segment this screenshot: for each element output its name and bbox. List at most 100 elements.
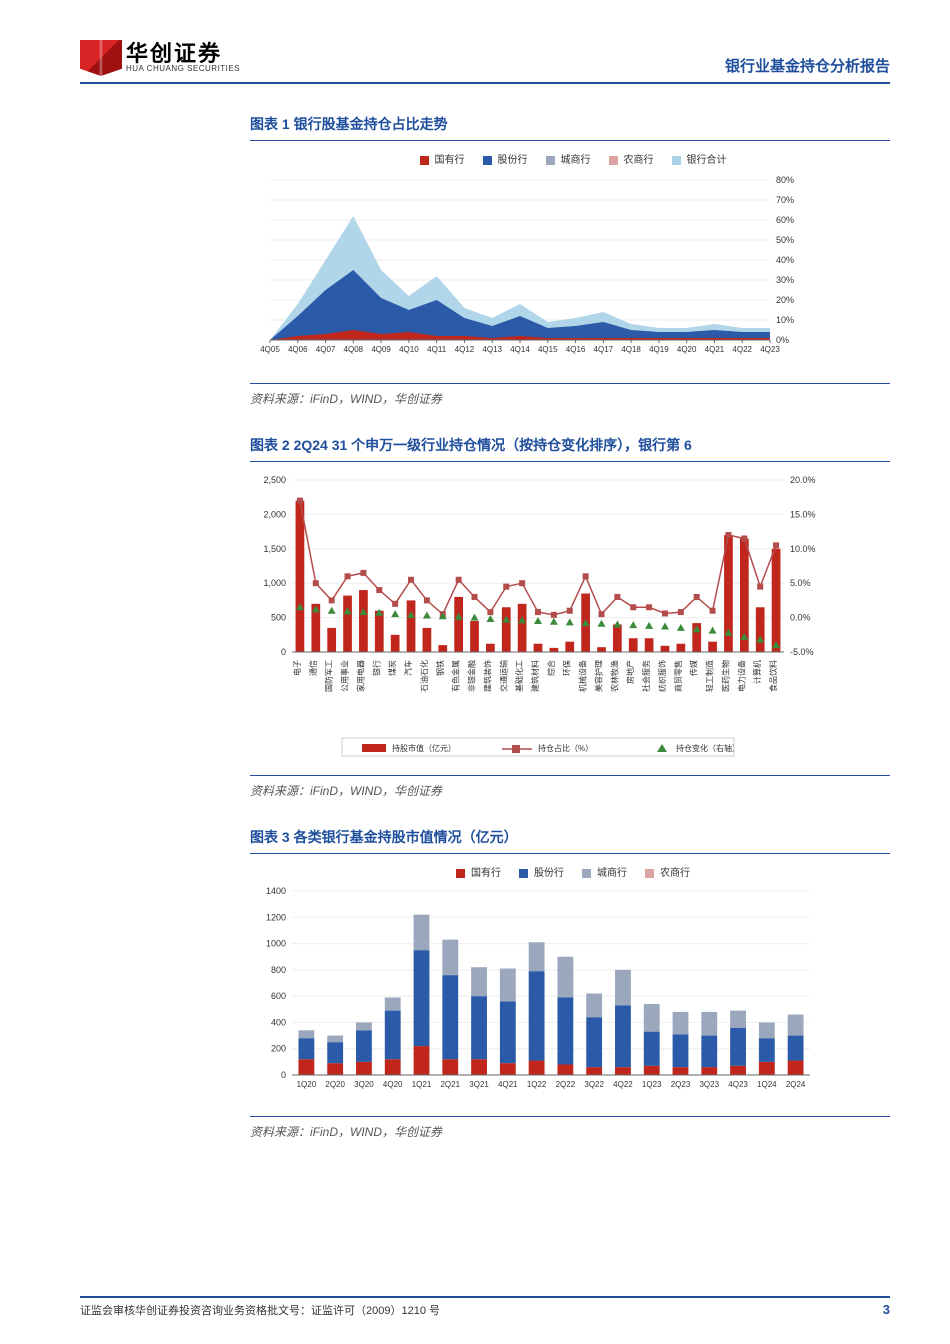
svg-text:石油石化: 石油石化 xyxy=(419,660,429,692)
svg-text:500: 500 xyxy=(271,613,286,623)
svg-text:4Q10: 4Q10 xyxy=(399,345,419,354)
svg-text:2Q22: 2Q22 xyxy=(556,1080,576,1089)
figure-3-chart: 02004006008001000120014001Q202Q203Q204Q2… xyxy=(250,883,820,1103)
svg-text:10.0%: 10.0% xyxy=(790,544,816,554)
svg-text:煤炭: 煤炭 xyxy=(387,660,397,676)
svg-text:通信: 通信 xyxy=(308,660,318,676)
svg-text:80%: 80% xyxy=(776,175,794,185)
svg-text:4Q23: 4Q23 xyxy=(728,1080,748,1089)
svg-text:持仓变化（右轴）: 持仓变化（右轴） xyxy=(676,743,740,753)
svg-text:4Q22: 4Q22 xyxy=(732,345,752,354)
svg-text:4Q16: 4Q16 xyxy=(566,345,586,354)
svg-text:2,000: 2,000 xyxy=(263,509,286,519)
svg-text:400: 400 xyxy=(271,1017,286,1027)
svg-text:30%: 30% xyxy=(776,275,794,285)
svg-text:20.0%: 20.0% xyxy=(790,475,816,485)
svg-text:40%: 40% xyxy=(776,255,794,265)
footer-approval: 证监会审核华创证券投资咨询业务资格批文号：证监许可（2009）1210 号 xyxy=(80,1302,440,1318)
svg-text:4Q15: 4Q15 xyxy=(538,345,558,354)
figure-2: 图表 2 2Q24 31 个申万一级行业持仓情况（按持仓变化排序），银行第 6 … xyxy=(250,435,890,799)
svg-text:食品饮料: 食品饮料 xyxy=(768,660,778,692)
svg-text:4Q21: 4Q21 xyxy=(705,345,725,354)
svg-text:3Q22: 3Q22 xyxy=(584,1080,604,1089)
svg-text:-5.0%: -5.0% xyxy=(790,647,814,657)
logo-mark-icon xyxy=(80,40,122,76)
figure-1-title: 图表 1 银行股基金持仓占比走势 xyxy=(250,114,890,141)
svg-text:800: 800 xyxy=(271,965,286,975)
svg-text:2,500: 2,500 xyxy=(263,475,286,485)
figure-3-title: 图表 3 各类银行基金持股市值情况（亿元） xyxy=(250,827,890,854)
svg-text:银行: 银行 xyxy=(371,660,381,676)
svg-text:计算机: 计算机 xyxy=(752,660,762,684)
svg-text:4Q06: 4Q06 xyxy=(288,345,308,354)
svg-text:家用电器: 家用电器 xyxy=(355,660,365,692)
page-header: 华创证券 HUA CHUANG SECURITIES 银行业基金持仓分析报告 xyxy=(80,40,890,84)
svg-text:4Q17: 4Q17 xyxy=(594,345,614,354)
svg-text:2Q23: 2Q23 xyxy=(671,1080,691,1089)
svg-text:20%: 20% xyxy=(776,295,794,305)
svg-text:基础化工: 基础化工 xyxy=(514,660,524,692)
svg-text:1Q21: 1Q21 xyxy=(412,1080,432,1089)
svg-text:0: 0 xyxy=(281,647,286,657)
svg-text:1,500: 1,500 xyxy=(263,544,286,554)
svg-text:钢铁: 钢铁 xyxy=(435,660,445,676)
svg-text:1000: 1000 xyxy=(266,939,286,949)
svg-text:传媒: 传媒 xyxy=(689,660,699,676)
svg-text:国防军工: 国防军工 xyxy=(324,660,334,692)
logo: 华创证券 HUA CHUANG SECURITIES xyxy=(80,40,240,76)
svg-text:电力设备: 电力设备 xyxy=(736,660,746,692)
logo-text-en: HUA CHUANG SECURITIES xyxy=(126,65,240,73)
svg-text:公用事业: 公用事业 xyxy=(340,660,350,692)
svg-text:医药生物: 医药生物 xyxy=(720,660,730,692)
svg-text:1,000: 1,000 xyxy=(263,578,286,588)
svg-text:建筑装饰: 建筑装饰 xyxy=(482,660,492,692)
svg-text:有色金属: 有色金属 xyxy=(451,660,461,692)
svg-text:4Q19: 4Q19 xyxy=(649,345,669,354)
svg-text:商贸零售: 商贸零售 xyxy=(673,660,683,692)
svg-text:4Q13: 4Q13 xyxy=(482,345,502,354)
svg-text:2Q21: 2Q21 xyxy=(440,1080,460,1089)
figure-1-source: 资料来源：iFinD，WIND，华创证券 xyxy=(250,383,890,407)
svg-text:环保: 环保 xyxy=(562,660,572,676)
figure-2-source: 资料来源：iFinD，WIND，华创证券 xyxy=(250,775,890,799)
svg-text:5.0%: 5.0% xyxy=(790,578,811,588)
page-footer: 证监会审核华创证券投资咨询业务资格批文号：证监许可（2009）1210 号 3 xyxy=(80,1296,890,1318)
svg-text:4Q22: 4Q22 xyxy=(613,1080,633,1089)
svg-text:3Q23: 3Q23 xyxy=(699,1080,719,1089)
svg-text:70%: 70% xyxy=(776,195,794,205)
svg-text:0%: 0% xyxy=(776,335,789,345)
svg-text:1Q23: 1Q23 xyxy=(642,1080,662,1089)
svg-text:建筑材料: 建筑材料 xyxy=(530,660,540,692)
svg-text:4Q20: 4Q20 xyxy=(677,345,697,354)
svg-text:1Q20: 1Q20 xyxy=(297,1080,317,1089)
svg-text:4Q05: 4Q05 xyxy=(260,345,280,354)
svg-text:农林牧渔: 农林牧渔 xyxy=(609,660,619,692)
svg-text:1Q24: 1Q24 xyxy=(757,1080,777,1089)
svg-text:汽车: 汽车 xyxy=(403,660,413,676)
svg-text:4Q12: 4Q12 xyxy=(455,345,475,354)
doc-title: 银行业基金持仓分析报告 xyxy=(725,55,890,76)
svg-text:纺织服饰: 纺织服饰 xyxy=(657,660,667,692)
svg-text:4Q14: 4Q14 xyxy=(510,345,530,354)
svg-text:60%: 60% xyxy=(776,215,794,225)
svg-text:综合: 综合 xyxy=(546,660,556,676)
logo-text-cn: 华创证券 xyxy=(126,43,240,65)
svg-text:3Q21: 3Q21 xyxy=(469,1080,489,1089)
svg-text:交通运输: 交通运输 xyxy=(498,660,508,692)
svg-text:0: 0 xyxy=(281,1070,286,1080)
figure-1-legend: 国有行股份行城商行农商行银行合计 xyxy=(250,151,890,166)
svg-text:美容护理: 美容护理 xyxy=(593,660,603,692)
svg-text:4Q11: 4Q11 xyxy=(427,345,447,354)
svg-text:轻工制造: 轻工制造 xyxy=(705,660,715,692)
svg-text:4Q08: 4Q08 xyxy=(344,345,364,354)
svg-text:机械设备: 机械设备 xyxy=(578,660,588,692)
svg-text:0.0%: 0.0% xyxy=(790,613,811,623)
svg-text:15.0%: 15.0% xyxy=(790,509,816,519)
svg-text:社会服务: 社会服务 xyxy=(641,660,651,692)
figure-3-legend: 国有行股份行城商行农商行 xyxy=(250,864,890,879)
svg-text:持股市值（亿元）: 持股市值（亿元） xyxy=(392,743,456,753)
svg-text:4Q07: 4Q07 xyxy=(316,345,336,354)
svg-text:1200: 1200 xyxy=(266,912,286,922)
svg-text:持仓占比（%）: 持仓占比（%） xyxy=(538,743,593,753)
page-number: 3 xyxy=(883,1302,890,1318)
